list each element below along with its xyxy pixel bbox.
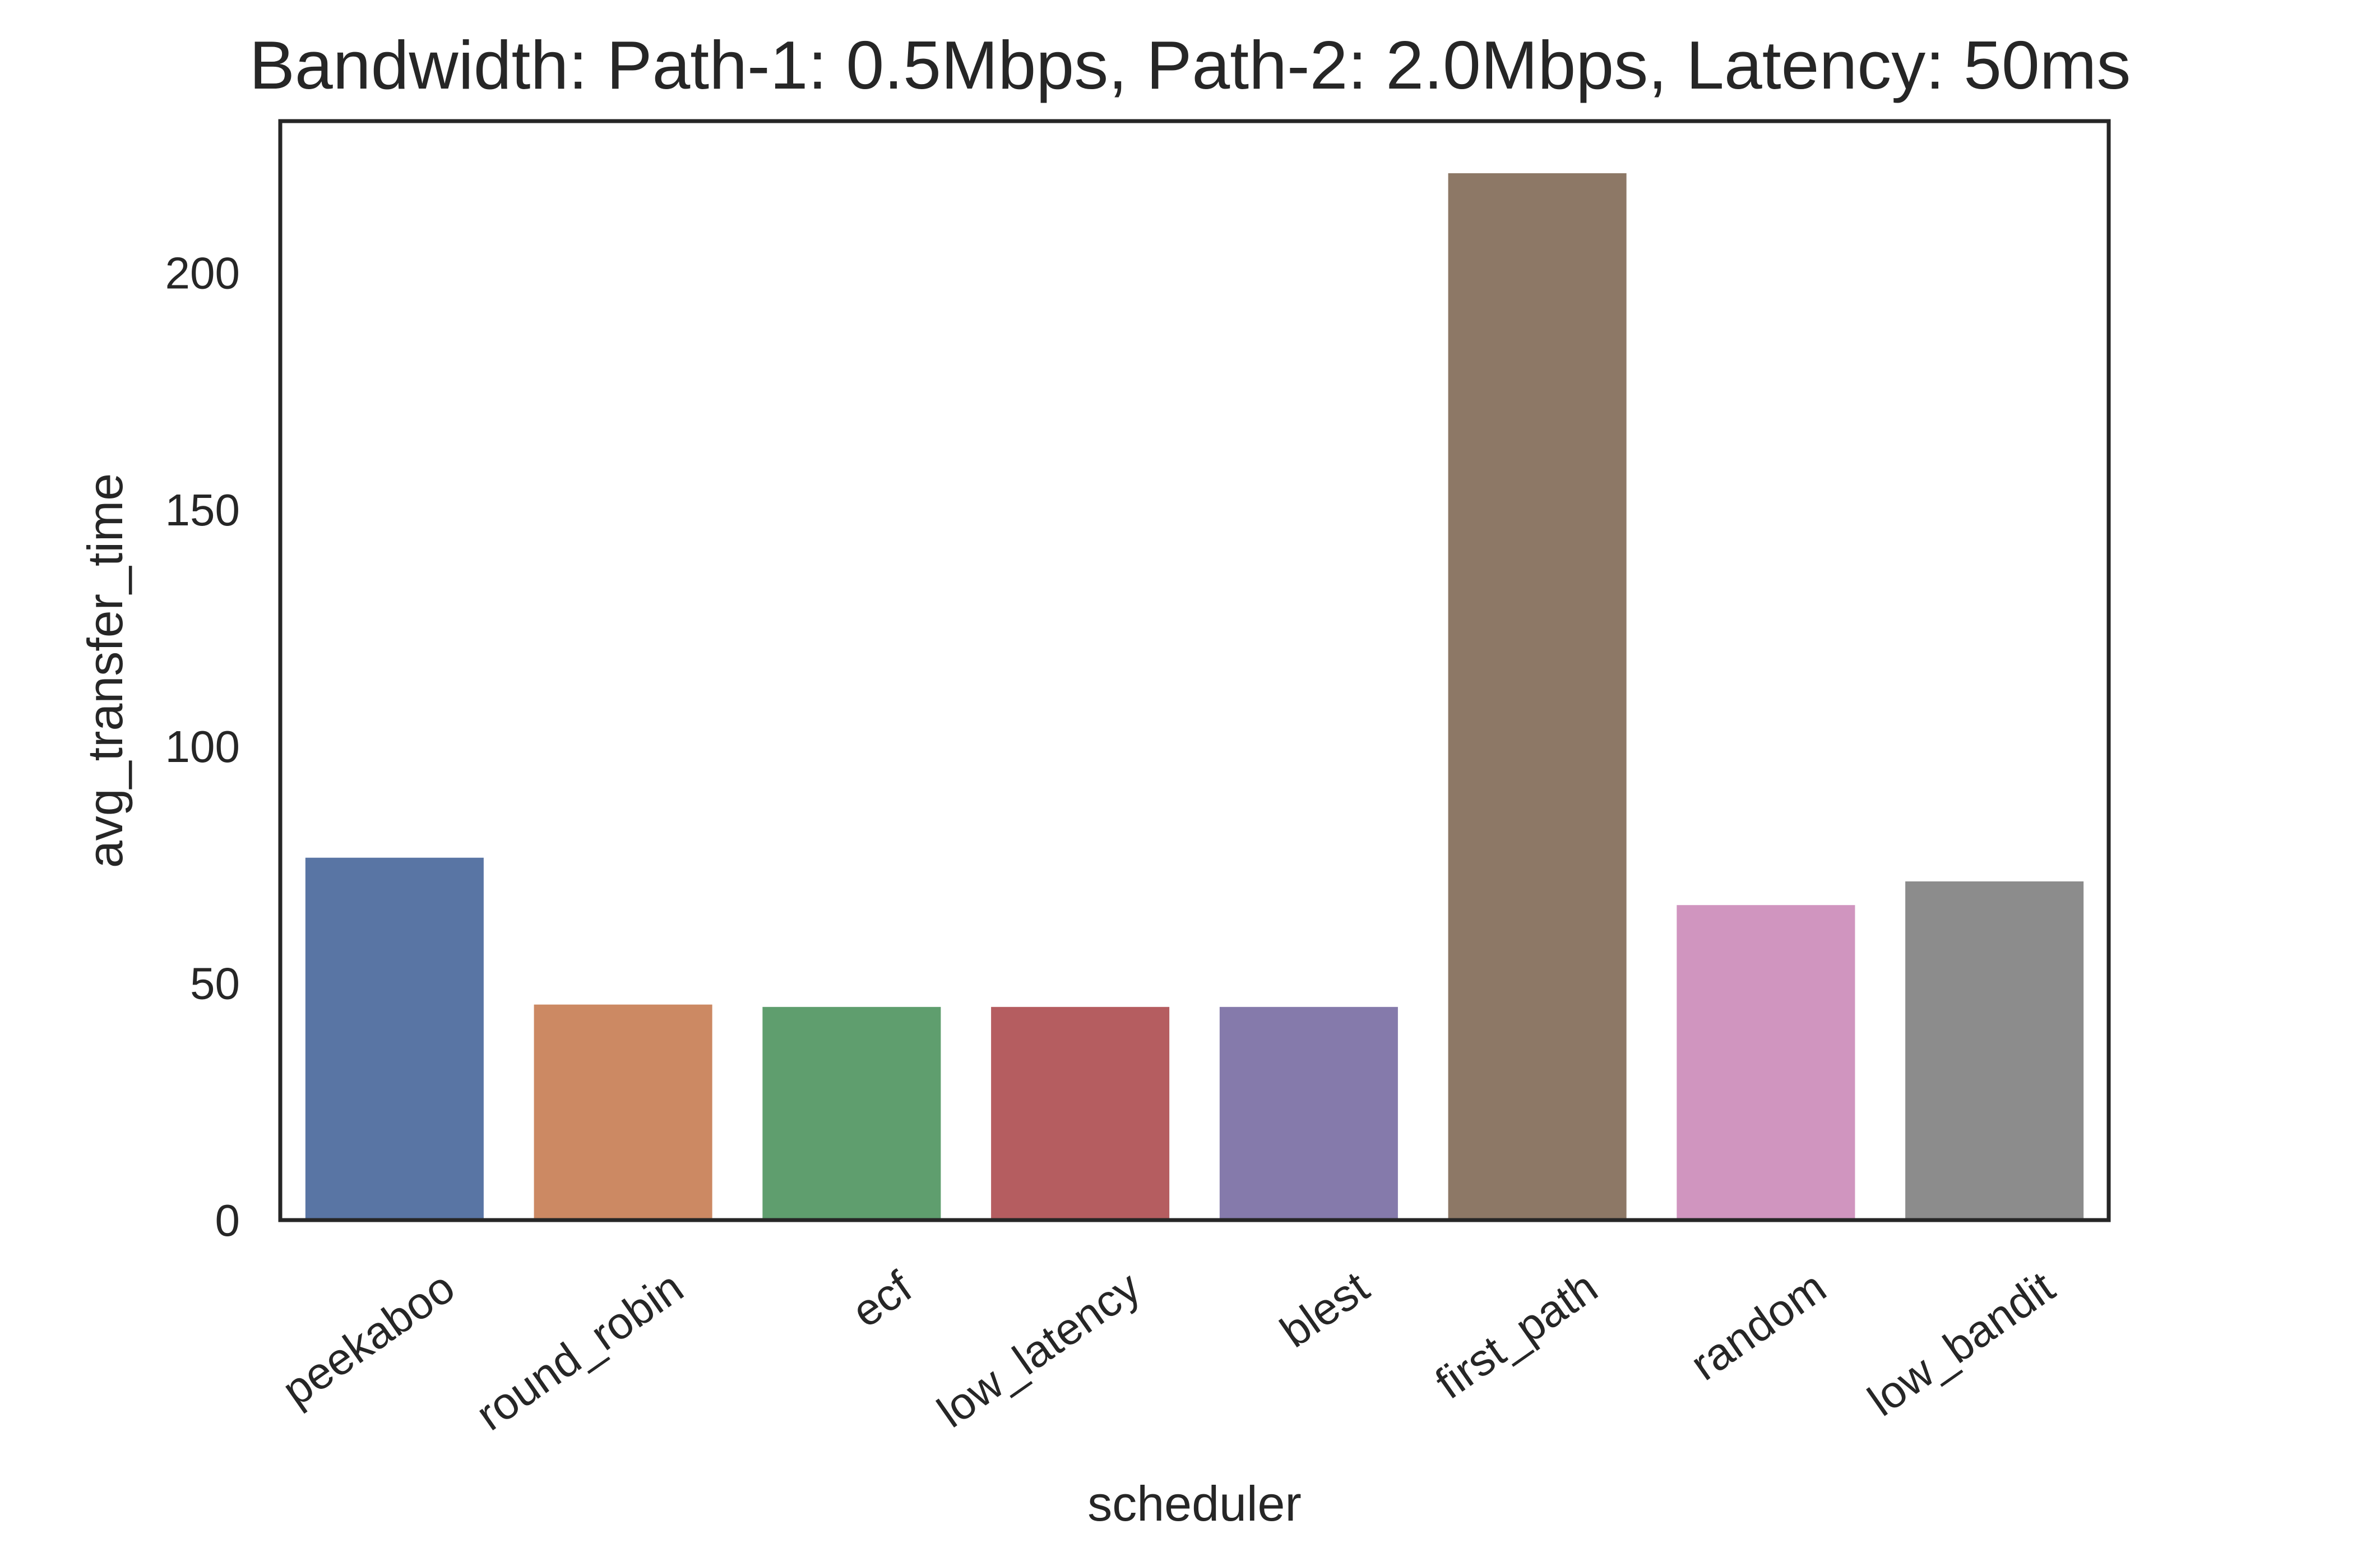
bar-peekaboo: [305, 857, 484, 1220]
bar-first-path: [1448, 173, 1627, 1220]
x-tick-label: blest: [1271, 1262, 1377, 1357]
x-tick-label: random: [1682, 1262, 1835, 1389]
x-axis-label: scheduler: [1087, 1476, 1302, 1531]
x-tick-label: low_latency: [928, 1262, 1149, 1437]
x-tick-label: peekaboo: [274, 1262, 464, 1415]
bar-random: [1677, 905, 1855, 1220]
x-axis-ticks: peekaboo round_robin ecf low_latency blest fi…: [274, 1262, 2063, 1440]
bar-low-bandit: [1905, 881, 2084, 1220]
y-tick-label: 0: [215, 1195, 240, 1245]
bar-low-latency: [991, 1006, 1170, 1220]
y-axis-ticks: 0 50 100 150 200: [165, 248, 240, 1245]
y-tick-label: 200: [165, 248, 240, 298]
bar-ecf: [762, 1006, 941, 1220]
y-tick-label: 50: [190, 959, 240, 1009]
y-axis-label: avg_transfer_time: [77, 473, 133, 868]
y-tick-label: 150: [165, 485, 240, 535]
chart-title: Bandwidth: Path-1: 0.5Mbps, Path-2: 2.0M…: [249, 27, 2131, 103]
plot-frame: [278, 119, 2111, 1222]
bar-blest: [1219, 1006, 1398, 1220]
bar-round-robin: [534, 1004, 712, 1220]
x-tick-label: round_robin: [467, 1262, 692, 1440]
y-tick-label: 100: [165, 722, 240, 772]
x-tick-label: first_path: [1427, 1262, 1606, 1408]
bars-group: [305, 173, 2084, 1220]
x-tick-label: ecf: [843, 1262, 921, 1337]
x-tick-label: low_bandit: [1859, 1262, 2063, 1425]
